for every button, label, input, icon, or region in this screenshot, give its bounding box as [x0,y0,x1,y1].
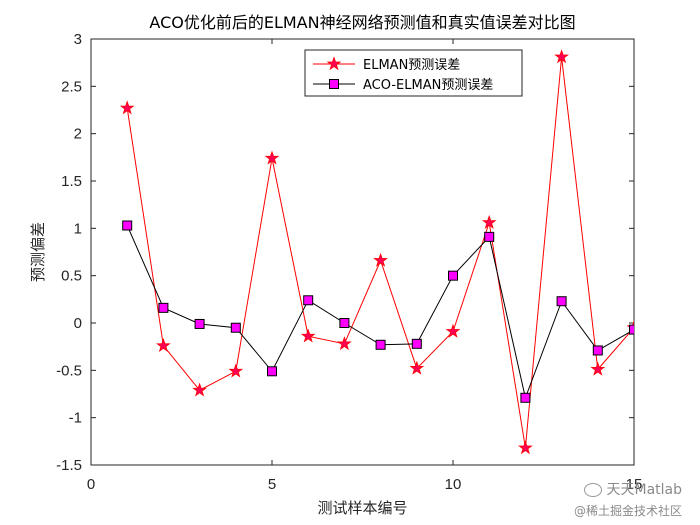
legend-label: ACO-ELMAN预测误差 [363,78,493,93]
legend: ELMAN预测误差 ACO-ELMAN预测误差 [304,49,523,97]
data-point [554,49,569,64]
data-point [375,339,386,350]
data-point [481,214,497,229]
data-point [303,295,314,306]
data-point [156,338,171,352]
data-point [518,440,533,455]
watermark-sub: @稀土掘金技术社区 [573,504,682,518]
legend-marker [329,79,339,89]
axis-ticks: 0 5 10 15 -1.5 -1 -0.5 0 0.5 1 1.5 2 2.5 3 [56,31,642,493]
chart-title: ACO优化前后的ELMAN神经网络预测值和真实值误差对比图 [149,13,575,32]
data-point [264,150,280,165]
data-point [192,382,207,397]
legend-box [304,49,523,97]
series-1 [119,49,634,455]
data-point [484,231,495,242]
data-point [520,392,531,403]
data-point [122,220,133,231]
data-point [119,100,135,115]
data-point [337,336,352,351]
data-point [230,322,241,333]
plot-area [119,49,634,455]
x-axis-label: 测试样本编号 [317,499,407,517]
data-point [411,338,422,349]
data-point [158,302,169,313]
data-point [590,361,606,376]
data-point [300,328,316,343]
y-tick-label: 3 [74,31,82,48]
legend-marker [326,56,342,71]
data-point [228,363,244,378]
data-point [448,270,458,281]
data-point [629,324,634,335]
data-point [339,318,350,328]
wechat-icon [584,483,603,497]
y-tick-label: -1 [69,410,82,427]
y-tick-label: -1.5 [56,457,82,474]
data-point [194,318,205,329]
series-2 [122,220,634,403]
data-point [267,366,277,377]
y-tick-label: 1.5 [61,173,82,190]
y-axis-label: 预测偏差 [29,222,47,282]
x-tick-label: 5 [268,476,276,493]
data-point [556,296,567,307]
y-tick-label: 0.5 [61,268,82,285]
y-tick-label: 2 [74,126,82,143]
x-tick-label: 10 [445,476,462,493]
axes-box [90,38,635,466]
x-tick-label: 0 [87,476,95,493]
y-tick-label: 1 [74,220,82,237]
data-point [592,345,603,356]
y-tick-label: -0.5 [56,362,82,379]
watermark-title: 天天Matlab [584,479,682,499]
data-point [373,252,388,267]
y-tick-label: 2.5 [61,78,82,95]
x-tick-label: 15 [626,476,643,493]
legend-label: ELMAN预测误差 [363,58,460,73]
data-point [445,323,461,338]
data-point [409,360,425,375]
watermark-line1: 天天Matlab [606,482,682,498]
y-tick-label: 0 [74,315,82,332]
